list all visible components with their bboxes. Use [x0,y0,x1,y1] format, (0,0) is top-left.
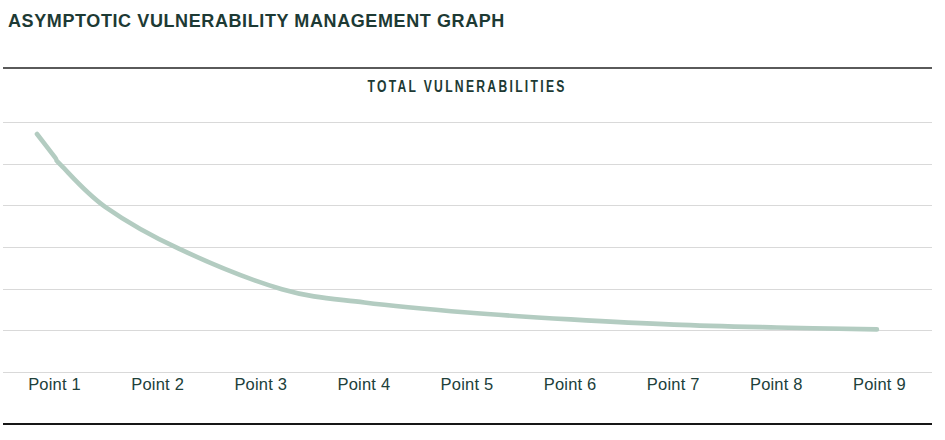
x-axis-label: Point 7 [622,375,725,394]
curve-layer [0,0,945,440]
x-axis-label: Point 8 [725,375,828,394]
x-axis-label: Point 2 [106,375,209,394]
x-axis-label: Point 9 [828,375,931,394]
x-axis-baseline [3,423,932,425]
plot-area [0,0,945,440]
vulnerability-decay-curve [37,134,877,329]
chart-card: ASYMPTOTIC VULNERABILITY MANAGEMENT GRAP… [0,0,945,440]
x-axis-label: Point 4 [312,375,415,394]
x-axis-label: Point 1 [3,375,106,394]
x-axis-label: Point 5 [415,375,518,394]
x-axis-label: Point 6 [519,375,622,394]
x-axis-labels: Point 1Point 2Point 3Point 4Point 5Point… [3,375,931,394]
x-axis-label: Point 3 [209,375,312,394]
